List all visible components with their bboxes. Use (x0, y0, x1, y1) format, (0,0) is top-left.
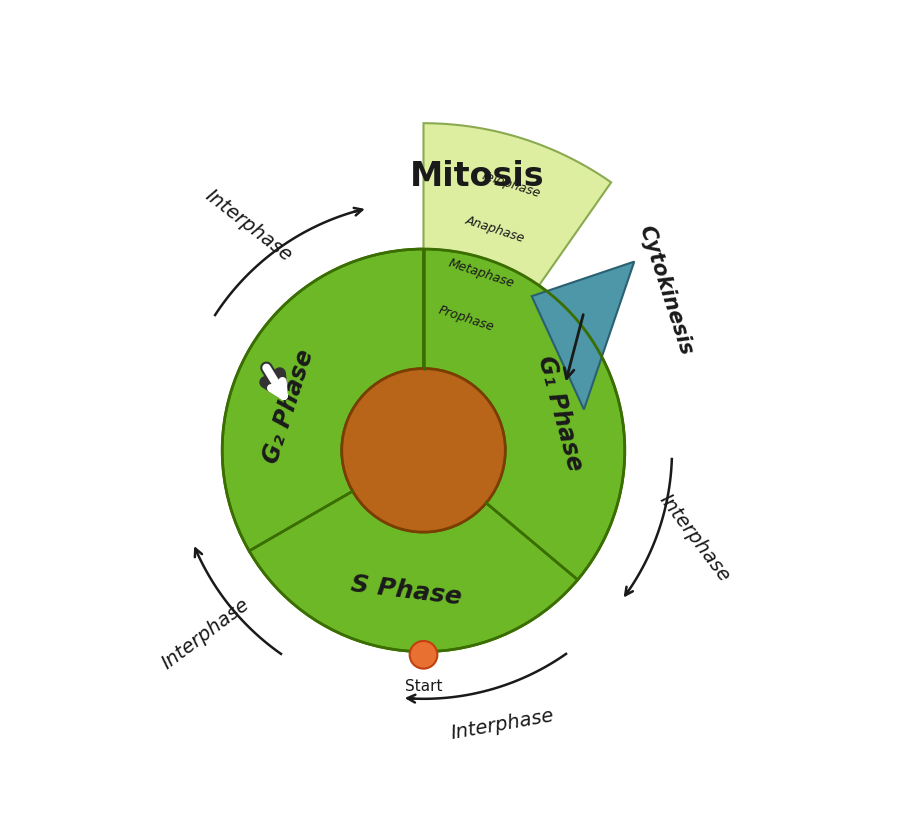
Text: Interphase: Interphase (201, 186, 295, 266)
Text: Interphase: Interphase (449, 706, 555, 743)
Text: Cytokinesis: Cytokinesis (635, 222, 696, 357)
Text: Start: Start (405, 679, 442, 694)
Wedge shape (424, 249, 625, 580)
Text: Telophase: Telophase (478, 168, 542, 200)
Text: S Phase: S Phase (349, 572, 464, 609)
Text: Anaphase: Anaphase (464, 213, 526, 244)
Text: G₁ Phase: G₁ Phase (534, 354, 587, 474)
Text: Interphase: Interphase (158, 595, 253, 672)
Text: Mitosis: Mitosis (410, 160, 544, 193)
Text: Metaphase: Metaphase (446, 257, 516, 291)
Wedge shape (249, 491, 578, 652)
Text: G₂ Phase: G₂ Phase (259, 346, 319, 467)
Text: Interphase: Interphase (655, 491, 733, 586)
Circle shape (410, 641, 437, 668)
Text: Prophase: Prophase (436, 304, 496, 334)
Polygon shape (532, 261, 634, 409)
Wedge shape (222, 249, 424, 551)
Circle shape (342, 368, 505, 532)
Polygon shape (424, 123, 611, 285)
